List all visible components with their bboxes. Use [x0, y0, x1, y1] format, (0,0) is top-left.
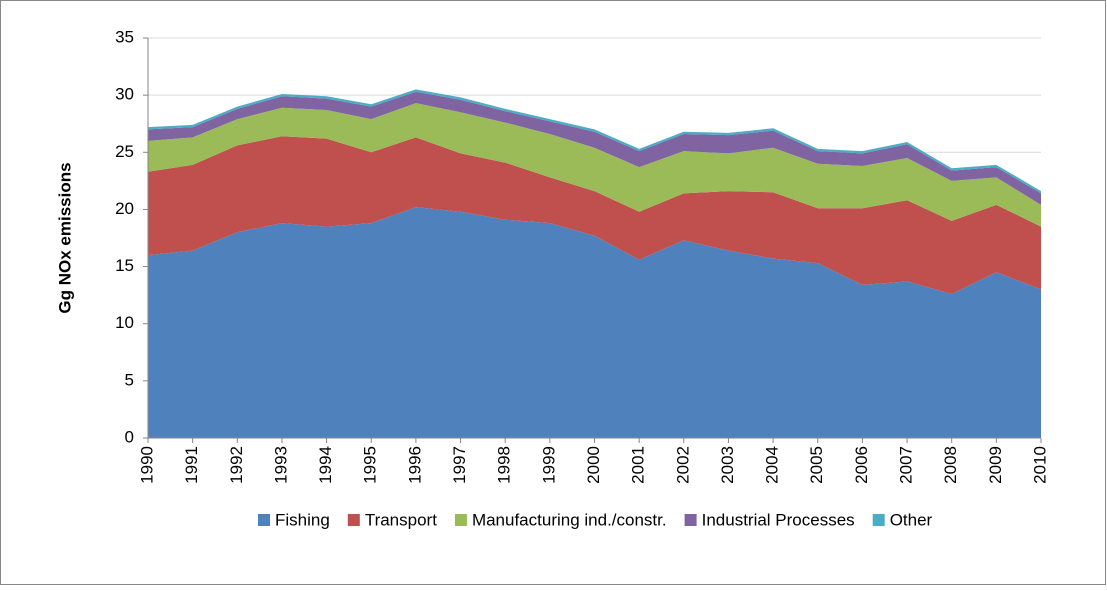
- y-tick-label: 25: [115, 142, 134, 161]
- y-tick-label: 0: [125, 427, 134, 446]
- x-tick-label: 2008: [941, 446, 960, 484]
- legend-label: Fishing: [275, 510, 330, 529]
- y-tick-label: 15: [115, 256, 134, 275]
- x-tick-label: 1998: [495, 446, 514, 484]
- x-tick-label: 1993: [271, 446, 290, 484]
- area: [148, 103, 1041, 227]
- x-tick-label: 2001: [629, 446, 648, 484]
- legend-label: Transport: [365, 510, 437, 529]
- x-tick-label: 2006: [852, 446, 871, 484]
- x-tick-label: 2005: [807, 446, 826, 484]
- x-tick-label: 1992: [227, 446, 246, 484]
- x-tick-label: 2002: [673, 446, 692, 484]
- x-tick-label: 1991: [182, 446, 201, 484]
- legend-label: Manufacturing ind./constr.: [472, 510, 667, 529]
- x-tick-label: 2000: [584, 446, 603, 484]
- x-tick-label: 2007: [897, 446, 916, 484]
- legend-swatch: [872, 514, 885, 526]
- x-tick-label: 1997: [450, 446, 469, 484]
- x-tick-label: 2010: [1030, 446, 1049, 484]
- x-tick-label: 2003: [718, 446, 737, 484]
- legend-label: Other: [890, 510, 933, 529]
- x-tick-label: 2009: [986, 446, 1005, 484]
- x-tick-label: 1999: [539, 446, 558, 484]
- x-tick-label: 1995: [361, 446, 380, 484]
- y-tick-label: 35: [115, 27, 134, 46]
- legend-swatch: [347, 514, 360, 526]
- y-tick-label: 30: [115, 85, 134, 104]
- legend-swatch: [684, 514, 697, 526]
- y-tick-label: 5: [125, 370, 134, 389]
- area: [148, 207, 1041, 438]
- y-tick-label: 10: [115, 313, 134, 332]
- legend-swatch: [258, 514, 270, 526]
- x-tick-label: 1996: [405, 446, 424, 484]
- x-tick-label: 2004: [763, 446, 782, 484]
- legend-label: Industrial Processes: [702, 510, 855, 529]
- x-tick-label: 1994: [316, 446, 335, 484]
- x-tick-label: 1990: [137, 446, 156, 484]
- y-axis-label: Gg NOx emissions: [55, 162, 74, 313]
- area: [148, 136, 1041, 294]
- y-tick-label: 20: [115, 199, 134, 218]
- legend-swatch: [454, 514, 467, 526]
